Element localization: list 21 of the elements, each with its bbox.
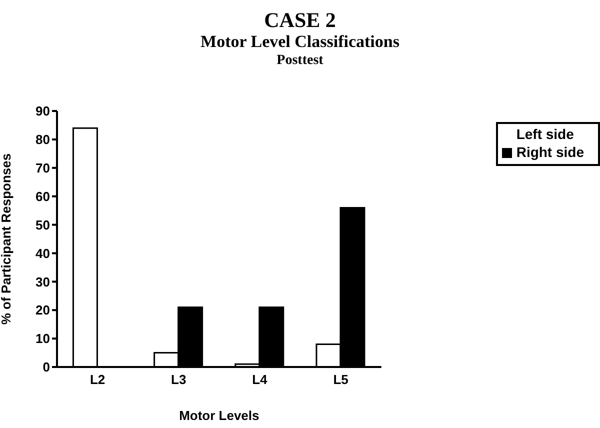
y-tick-label: 10	[36, 331, 50, 346]
y-tick-label: 40	[36, 246, 50, 261]
chart-title: CASE 2	[263, 8, 337, 32]
x-tick-label: L2	[90, 372, 106, 388]
y-tick-label: 0	[42, 360, 50, 375]
y-tick-label: 50	[36, 217, 50, 232]
y-tick-label: 80	[36, 132, 50, 148]
x-tick-label: L3	[171, 372, 186, 388]
y-tick-label: 90	[36, 104, 50, 119]
text: Left side	[516, 126, 574, 142]
x-axis-title: Motor Levels	[179, 408, 260, 423]
y-tick-label: 30	[36, 274, 50, 290]
x-tick-label: L4	[252, 372, 268, 388]
y-tick-label: 60	[36, 188, 50, 204]
y-tick-label: 70	[36, 160, 50, 176]
x-tick-label: L5	[333, 372, 348, 388]
y-axis-title: % of Participant Responses	[0, 153, 14, 325]
chart-subtitle: Motor Level Classifications	[200, 32, 400, 52]
y-tick-label: 20	[36, 302, 50, 318]
legend-label: Right side	[516, 144, 584, 160]
text: Posttest	[276, 52, 324, 70]
